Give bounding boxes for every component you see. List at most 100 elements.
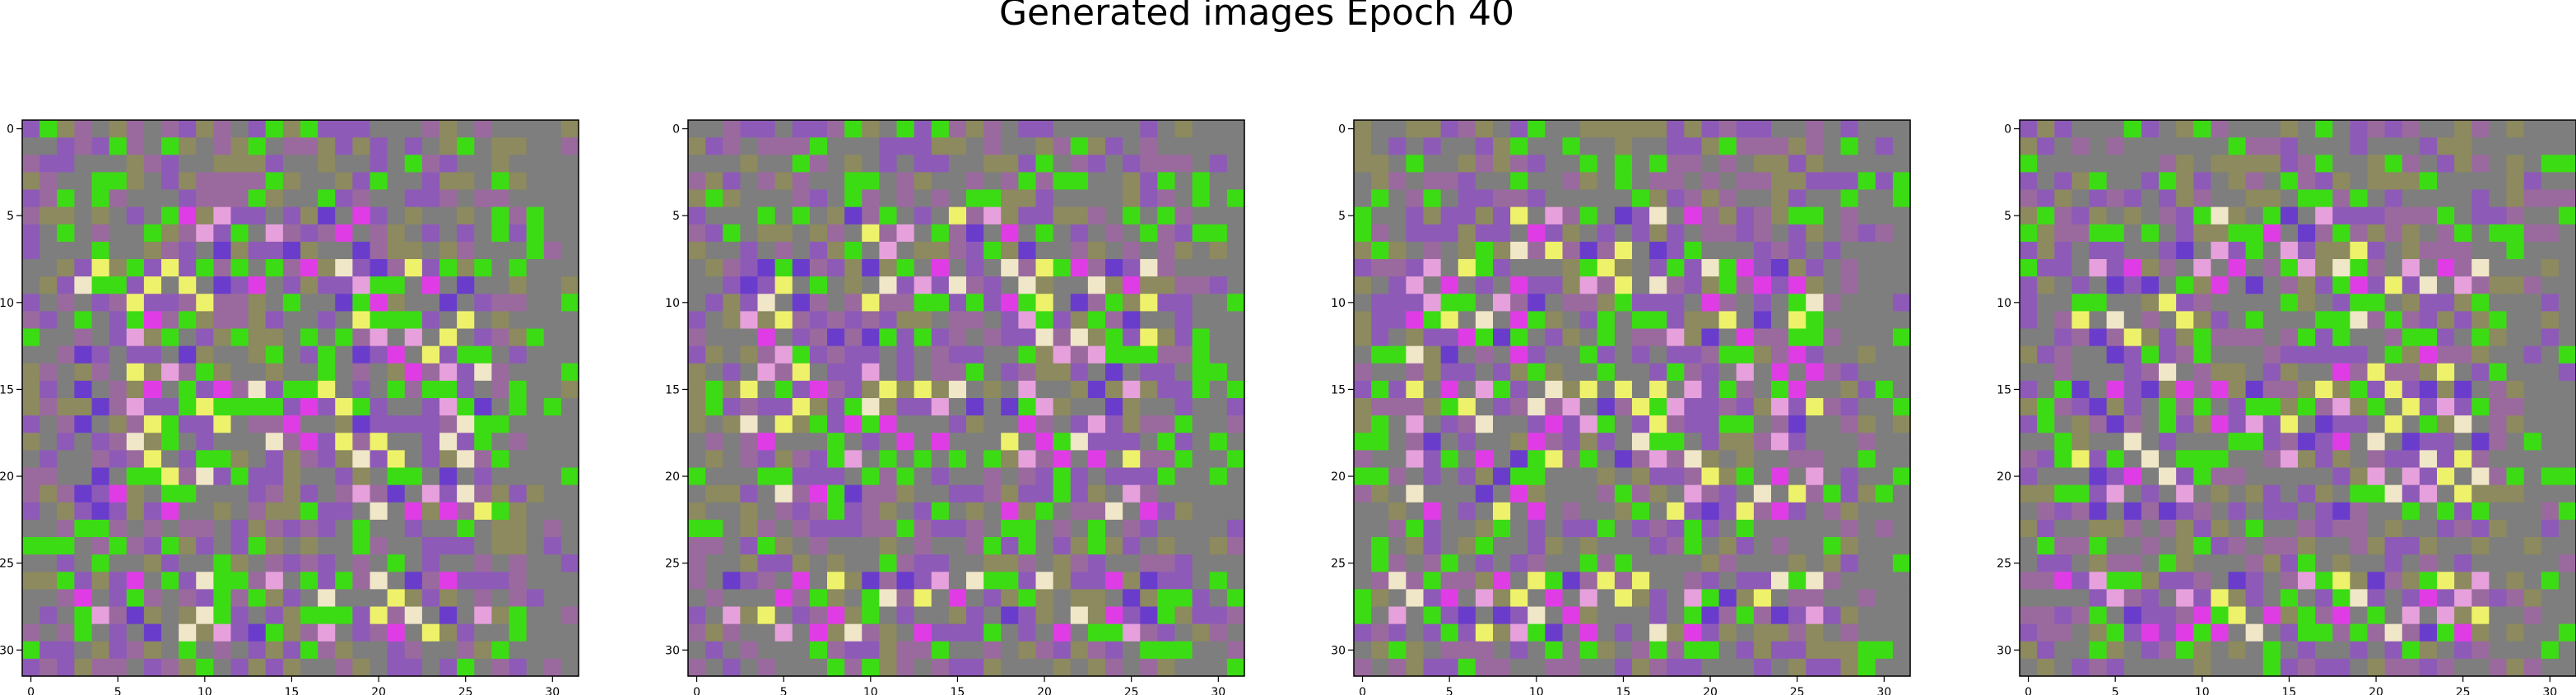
pixel-cell [491,189,510,208]
pixel-cell [1423,589,1442,608]
pixel-cell [109,259,128,277]
pixel-cell [2159,363,2177,382]
pixel-cell [196,572,214,590]
pixel-cell [2141,467,2160,486]
pixel-cell [2384,345,2403,364]
pixel-cell [1823,433,1842,451]
pixel-cell [879,328,898,347]
pixel-cell [1701,415,1720,433]
pixel-cell [1018,241,1037,260]
pixel-cell [265,189,284,208]
pixel-cell [352,467,371,486]
pixel-cell [2123,658,2142,677]
pixel-cell [2211,294,2230,312]
pixel-cell [2350,363,2369,382]
pixel-cell [1771,641,1789,660]
pixel-cell [474,415,492,433]
pixel-cell [1858,224,1876,243]
pixel-cell [387,120,406,138]
pixel-cell [914,294,932,312]
pixel-cell [1858,380,1876,399]
pixel-cell [1493,120,1511,138]
pixel-cell [1458,450,1476,469]
pixel-cell [1527,572,1546,590]
pixel-cell [2089,519,2108,538]
pixel-cell [1579,415,1598,433]
pixel-cell [1510,484,1528,503]
pixel-cell [91,259,110,277]
pixel-cell [809,519,828,538]
pixel-cell [1001,658,1019,677]
pixel-cell [896,502,915,521]
pixel-cell [560,554,579,572]
pixel-cell [1209,276,1228,294]
pixel-cell [126,467,145,486]
pixel-cell [1875,172,1894,191]
pixel-cell [109,537,128,555]
pixel-cell [1423,259,1442,277]
pixel-cell [196,328,214,347]
pixel-cell [1649,519,1667,538]
pixel-cell [1840,433,1859,451]
pixel-cell [91,363,110,382]
pixel-cell [1858,172,1876,191]
pixel-cell [2419,155,2438,173]
pixel-cell [1701,328,1720,347]
pixel-cell [774,137,793,155]
pixel-cell [2037,120,2055,138]
pixel-cell [1070,658,1089,677]
pixel-cell [543,276,562,294]
pixel-cell [2384,484,2403,503]
pixel-cell [2367,658,2386,677]
pixel-cell [421,519,440,538]
pixel-cell [196,241,214,260]
pixel-cell [2089,155,2108,173]
pixel-cell [688,224,706,243]
pixel-cell [91,345,110,364]
pixel-cell [282,484,301,503]
pixel-cell [1388,294,1407,312]
pixel-cell [1157,606,1176,625]
pixel-cell [1371,380,1389,399]
pixel-cell [827,328,845,347]
pixel-cell [22,589,40,608]
pixel-cell [1226,589,1245,608]
pixel-cell [1354,380,1372,399]
y-tick-label: 30 [665,644,680,657]
pixel-cell [2280,345,2299,364]
pixel-cell [2437,537,2455,555]
pixel-cell [1053,467,1072,486]
pixel-cell [1440,623,1459,642]
pixel-cell [1753,519,1772,538]
pixel-cell [230,328,249,347]
pixel-cell [688,328,706,347]
pixel-cell [827,623,845,642]
x-tick-label: 30 [2542,686,2557,695]
pixel-cell [1371,398,1389,416]
pixel-cell [1493,155,1511,173]
pixel-cell [2211,172,2230,191]
pixel-cell [2454,398,2472,416]
pixel-cell [91,589,110,608]
pixel-cell [844,502,863,521]
pixel-cell [2262,155,2281,173]
pixel-cell [983,206,1002,225]
pixel-cell [844,206,863,225]
pixel-cell [2332,241,2350,260]
pixel-cell [1070,398,1089,416]
pixel-cell [931,433,950,451]
pixel-cell [2280,172,2299,191]
pixel-cell [1892,484,1911,503]
pixel-cell [2020,467,2038,486]
pixel-cell [705,450,723,469]
pixel-cell [1018,589,1037,608]
pixel-cell [457,572,475,590]
pixel-cell [1892,641,1911,660]
pixel-cell [2298,294,2316,312]
pixel-cell [1018,380,1037,399]
pixel-cell [1070,241,1089,260]
pixel-cell [22,398,40,416]
pixel-cell [370,537,388,555]
pixel-cell [1440,502,1459,521]
pixel-cell [143,172,162,191]
